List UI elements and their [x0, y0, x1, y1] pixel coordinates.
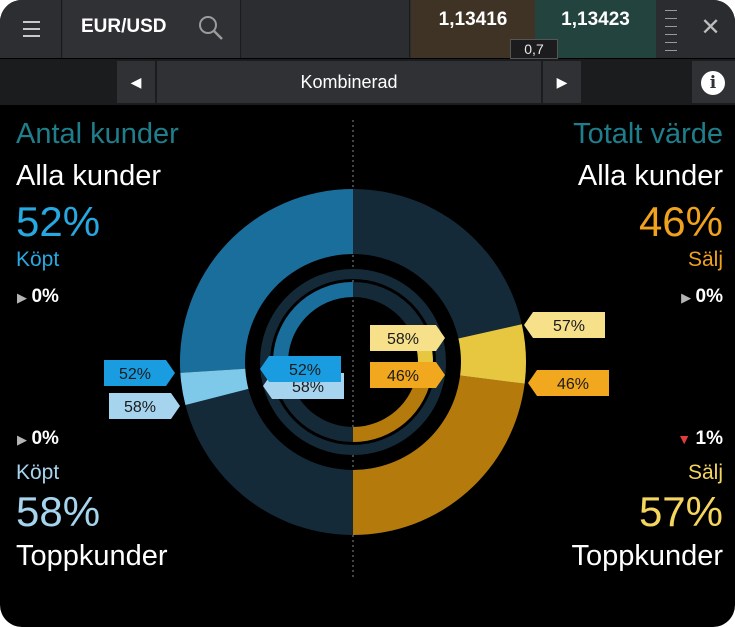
- close-icon: ✕: [700, 14, 721, 41]
- tag-outer-right-all: 46%: [528, 370, 609, 396]
- svg-text:58%: 58%: [292, 379, 324, 396]
- svg-text:58%: 58%: [124, 399, 156, 416]
- ring-right-outer-top: [458, 324, 526, 384]
- left-heading: Antal kunder: [16, 118, 179, 150]
- flat-arrow-icon: ▶: [17, 432, 27, 447]
- svg-text:46%: 46%: [387, 368, 419, 385]
- right-top-percent: 57%: [638, 488, 723, 535]
- tag-inner-left-front: 52%: [260, 356, 341, 382]
- view-label: Kombinerad: [157, 61, 541, 103]
- tag-outer-left-all: 52%: [104, 360, 175, 386]
- spread-badge: 0,7: [510, 39, 558, 59]
- ring-left-inner-all: [273, 282, 353, 368]
- menu-icon-line: [23, 35, 40, 37]
- left-all-label: Alla kunder: [16, 160, 162, 192]
- flat-arrow-icon: ▶: [17, 290, 27, 305]
- svg-text:52%: 52%: [289, 362, 321, 379]
- chevron-right-icon: ▶: [556, 74, 568, 90]
- down-arrow-icon: ▼: [677, 431, 692, 447]
- value-tags: 52%58%58%52%58%46%57%46%: [104, 312, 609, 419]
- prev-view-button[interactable]: ◀: [117, 61, 155, 103]
- left-all-change: ▶ 0%: [17, 286, 59, 307]
- tag-outer-right-top: 57%: [524, 312, 605, 338]
- next-view-button[interactable]: ▶: [543, 61, 581, 103]
- header-spacer: [242, 0, 410, 58]
- left-all-percent: 52%: [16, 198, 101, 245]
- left-top-label: Toppkunder: [16, 540, 168, 572]
- svg-text:52%: 52%: [119, 366, 151, 383]
- svg-text:46%: 46%: [557, 376, 589, 393]
- ring-right-inner-all: [353, 370, 433, 442]
- menu-icon: [23, 21, 40, 23]
- quantity-icon[interactable]: [657, 0, 685, 58]
- close-button[interactable]: ✕: [686, 0, 735, 58]
- left-all-side: Köpt: [16, 248, 60, 271]
- right-top-label: Toppkunder: [571, 540, 723, 572]
- right-heading: Totalt värde: [573, 118, 723, 150]
- left-top-side: Köpt: [16, 461, 60, 484]
- bid-price: 1,13416: [438, 9, 508, 30]
- ring-left-outer-all: [180, 189, 353, 373]
- menu-icon-line: [23, 28, 40, 30]
- ask-price: 1,13423: [561, 9, 630, 30]
- ring-right-outer-all: [353, 375, 525, 535]
- tag-inner-right-top: 58%: [370, 325, 445, 351]
- ring-left-outer-top: [180, 368, 249, 406]
- header-bar: EUR/USD 1,13416 1,13423 0,7 ✕: [0, 0, 735, 59]
- svg-text:57%: 57%: [553, 318, 585, 335]
- right-all-percent: 46%: [638, 198, 723, 245]
- rings: [180, 189, 526, 535]
- flat-arrow-icon: ▶: [681, 290, 692, 305]
- right-all-label: Alla kunder: [577, 160, 723, 192]
- info-icon[interactable]: i: [701, 71, 725, 95]
- search-icon[interactable]: [197, 14, 225, 42]
- symbol-label: EUR/USD: [81, 16, 167, 37]
- svg-text:58%: 58%: [387, 331, 419, 348]
- symbol-search[interactable]: EUR/USD: [63, 0, 241, 58]
- left-top-change: ▶ 0%: [17, 428, 59, 449]
- right-all-change: ▶ 0%: [681, 286, 723, 307]
- menu-button[interactable]: [0, 0, 62, 58]
- chevron-left-icon: ◀: [130, 74, 142, 90]
- view-switcher: ◀ Kombinerad ▶ i: [0, 59, 735, 105]
- left-top-percent: 58%: [16, 488, 101, 535]
- right-top-side: Sälj: [687, 461, 723, 484]
- right-all-side: Sälj: [687, 248, 723, 271]
- right-top-change: ▼ 1%: [677, 428, 723, 449]
- tag-inner-right-all: 46%: [370, 362, 445, 388]
- tag-outer-left-top: 58%: [109, 393, 180, 419]
